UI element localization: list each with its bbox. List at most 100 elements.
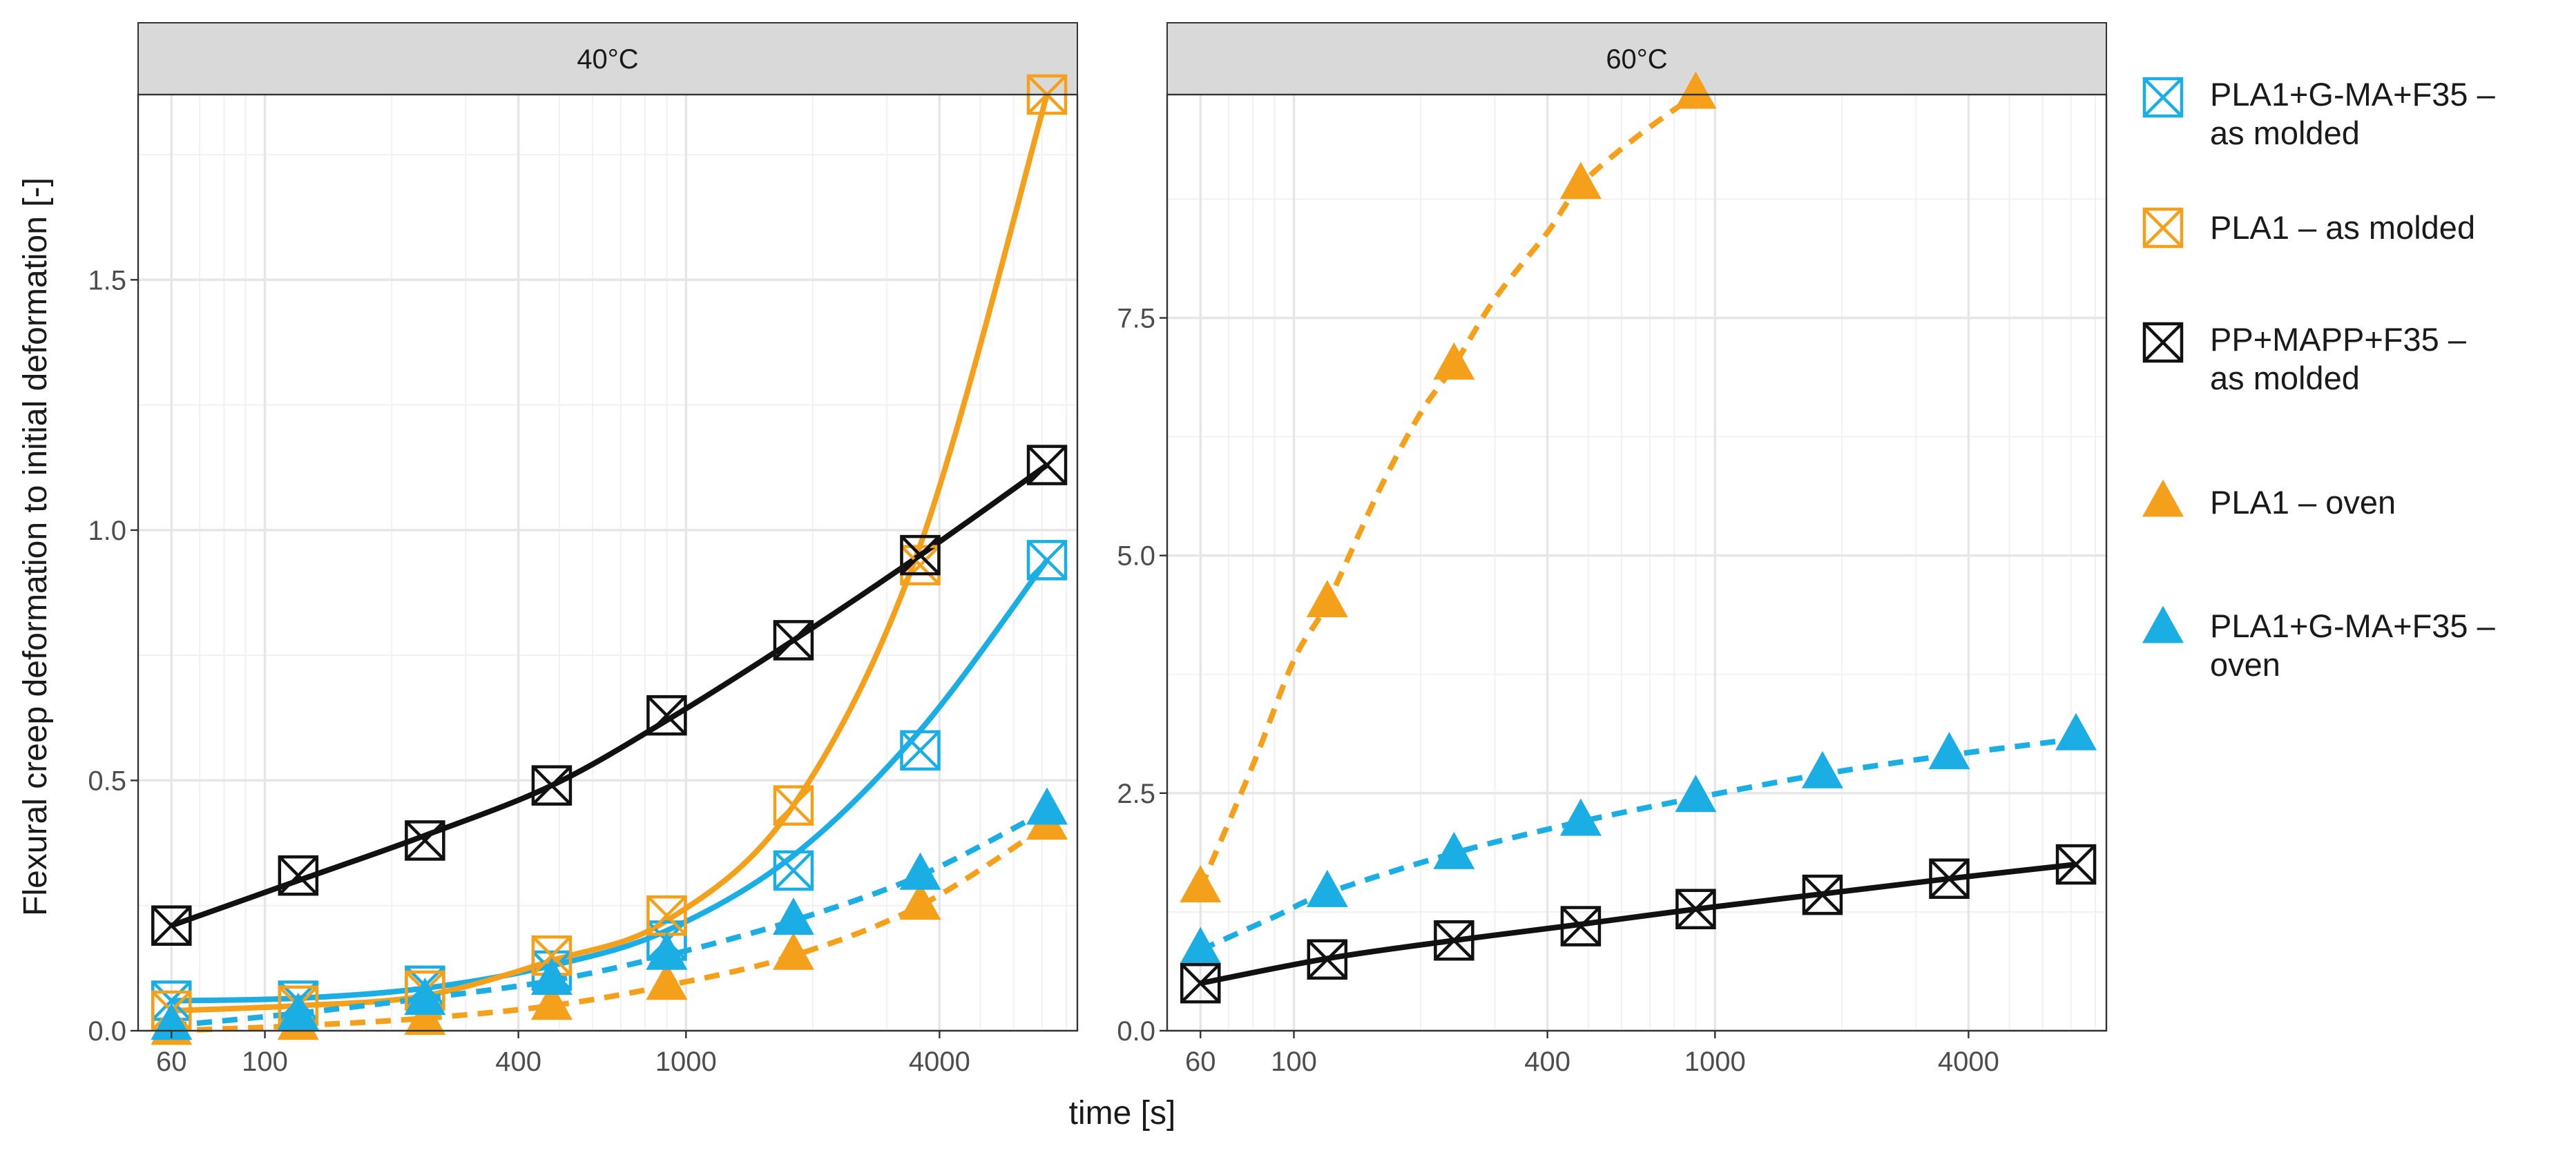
panel-60-c-point-pla1-g-ma-f35-oven-60 xyxy=(1180,926,1222,964)
legend-label-3-line-1: PP+MAPP+F35 – xyxy=(2210,321,2467,358)
panel-40-c-point-pla1-oven-900 xyxy=(646,962,688,1000)
panel-40-c-point-pp-mapp-f35-as-molded-1800-diag-b xyxy=(773,620,814,660)
panel-60-c-point-pla1-oven-120 xyxy=(1306,580,1348,618)
panel-40-c-point-pp-mapp-f35-as-molded-120-box xyxy=(278,855,319,896)
panel-60-c-strip-title: 60°C xyxy=(1606,44,1667,75)
legend-key-4 xyxy=(2142,479,2184,517)
panel-40-c-point-pp-mapp-f35-as-molded-900 xyxy=(646,695,687,736)
panel-60-c-point-pp-mapp-f35-as-molded-120 xyxy=(1307,939,1348,980)
panel-40-c-point-pp-mapp-f35-as-molded-1800-box xyxy=(773,620,814,661)
panel-60-c-point-pp-mapp-f35-as-molded-3600-box xyxy=(1929,858,1970,899)
panel-40-c-point-pp-mapp-f35-as-molded-3600-diag-b xyxy=(900,535,941,575)
panel-60-c-point-pla1-oven-240 xyxy=(1433,342,1475,380)
panel-40-c-point-pla1-as-molded-1800-diag-b xyxy=(773,786,814,826)
legend-key-1 xyxy=(2142,77,2184,118)
legend-key-1-box xyxy=(2142,77,2184,118)
panel-60-c-point-pp-mapp-f35-as-molded-3600-diag-b xyxy=(1929,859,1970,899)
panel-60-c-point-pp-mapp-f35-as-molded-3600 xyxy=(1929,858,1970,899)
panel-40-c-point-pla1-as-molded-1800 xyxy=(773,785,814,826)
panel-40-c-point-pp-mapp-f35-as-molded-120-diag-b xyxy=(278,855,318,895)
panel-60-c: 60°C 60 100 400 1000 4000 0.0 2.5 5.0 7.5 xyxy=(1117,22,2108,1077)
panel-60-c-line-pla1-g-ma-f35-oven xyxy=(1199,736,2077,953)
panel-60-c-series-markers xyxy=(1180,71,2097,1004)
panel-60-c-point-pp-mapp-f35-as-molded-900 xyxy=(1675,889,1716,930)
panel-40-c-point-pla1-as-molded-480-diag-b xyxy=(532,935,572,976)
panel-40-c-y-tick-label-1-5: 1.5 xyxy=(88,265,126,295)
panel-40-c-point-pp-mapp-f35-as-molded-900-box xyxy=(646,695,687,736)
legend-label-4-line-1: PLA1 – oven xyxy=(2210,484,2396,521)
panel-60-c-point-pla1-oven-60 xyxy=(1180,865,1222,903)
legend-label-3-line-2: as molded xyxy=(2210,360,2360,396)
panel-40-c-point-pla1-oven-480 xyxy=(530,982,573,1020)
legend-key-3-diag-b xyxy=(2143,322,2183,362)
panel-60-c-point-pp-mapp-f35-as-molded-480 xyxy=(1560,906,1602,947)
panel-60-c-point-pp-mapp-f35-as-molded-60 xyxy=(1180,962,1221,1004)
panel-40-c-x-tick-label-100: 100 xyxy=(242,1047,288,1077)
panel-60-c-border xyxy=(1166,93,2108,1032)
panel-60-c-point-pp-mapp-f35-as-molded-60-diag-b xyxy=(1180,963,1220,1003)
panel-40-c-point-pla1-g-ma-f35-oven-900 xyxy=(646,932,688,970)
panel-40-c-x-tick-label-1000: 1000 xyxy=(655,1047,717,1077)
legend-key-3 xyxy=(2142,322,2184,363)
panel-40-c-point-pla1-g-ma-f35-oven-3600 xyxy=(899,852,941,890)
legend-key-2-diag-b xyxy=(2143,208,2183,248)
panel-60-c-x-tick-label-100: 100 xyxy=(1271,1047,1317,1077)
panel-60-c-point-pp-mapp-f35-as-molded-240-box xyxy=(1434,920,1474,961)
panel-40-c-point-pp-mapp-f35-as-molded-480-box xyxy=(531,765,573,806)
panel-60-c-point-pp-mapp-f35-as-molded-240 xyxy=(1434,920,1474,961)
panel-40-c-point-pp-mapp-f35-as-molded-240 xyxy=(405,820,445,861)
panel-40-c-point-pp-mapp-f35-as-molded-7200 xyxy=(1026,445,1068,485)
legend-key-1-diag-b xyxy=(2143,77,2183,117)
panel-40-c-point-pp-mapp-f35-as-molded-900-diag-b xyxy=(646,695,686,735)
panel-40-c-point-pla1-g-ma-f35-oven-7200 xyxy=(1026,787,1068,825)
panel-40-c-point-pla1-as-molded-3600-diag-b xyxy=(900,545,941,585)
panel-40-c-point-pp-mapp-f35-as-molded-7200-diag-b xyxy=(1027,445,1067,485)
panel-40-c-point-pp-mapp-f35-as-molded-7200-box xyxy=(1026,445,1068,485)
panel-40-c-point-pp-mapp-f35-as-molded-120 xyxy=(278,855,319,896)
panel-40-c-point-pla1-oven-1800 xyxy=(772,932,814,970)
panel-40-c-strip-title: 40°C xyxy=(577,44,638,75)
panel-40-c-point-pp-mapp-f35-as-molded-60-diag-b xyxy=(151,906,191,946)
panel-60-c-point-pp-mapp-f35-as-molded-7200-box xyxy=(2055,844,2097,885)
panel-60-c-point-pla1-oven-900 xyxy=(1675,71,1717,109)
panel-40-c-point-pp-mapp-f35-as-molded-480 xyxy=(531,765,573,806)
panel-60-c-y-tick-label-5: 5.0 xyxy=(1117,541,1155,572)
panel-40-c-point-pla1-g-ma-f35-as-molded-3600-diag-b xyxy=(900,730,941,770)
panel-60-c-point-pp-mapp-f35-as-molded-480-box xyxy=(1560,906,1602,947)
panel-60-c-point-pla1-g-ma-f35-oven-120 xyxy=(1306,869,1348,907)
panel-40-c-border xyxy=(137,93,1079,1032)
panel-60-c-point-pp-mapp-f35-as-molded-900-diag-b xyxy=(1675,889,1715,929)
panel-40-c: 40°C 60 100 400 1000 4000 0.0 0.5 1.0 1.5 xyxy=(88,22,1079,1077)
panel-40-c-x-tick-label-60: 60 xyxy=(156,1047,187,1077)
panel-60-c-y-tick-label-7-5: 7.5 xyxy=(1117,304,1155,334)
panel-40-c-point-pp-mapp-f35-as-molded-1800 xyxy=(773,620,814,661)
panel-60-c-point-pla1-g-ma-f35-oven-480 xyxy=(1559,798,1602,836)
legend-label-5-line-1: PLA1+G-MA+F35 – xyxy=(2210,608,2496,644)
legend-key-2-box xyxy=(2142,207,2184,249)
panel-40-c-x-tick-label-400: 400 xyxy=(495,1047,541,1077)
panel-40-c-point-pp-mapp-f35-as-molded-480-diag-b xyxy=(532,766,572,806)
panel-60-c-point-pp-mapp-f35-as-molded-120-diag-b xyxy=(1307,940,1347,980)
legend-label-1-line-2: as molded xyxy=(2210,115,2360,151)
panel-60-c-point-pla1-g-ma-f35-oven-3600 xyxy=(1928,732,1970,770)
panel-40-c-point-pla1-g-ma-f35-as-molded-7200-diag-b xyxy=(1027,540,1067,580)
panel-60-c-point-pp-mapp-f35-as-molded-1800-box xyxy=(1802,874,1843,915)
panel-40-c-point-pla1-g-ma-f35-oven-1800 xyxy=(772,897,814,935)
panel-40-c-point-pla1-oven-240 xyxy=(404,998,446,1036)
panel-40-c-point-pla1-oven-3600 xyxy=(899,882,941,920)
panel-40-c-point-pp-mapp-f35-as-molded-3600-box xyxy=(900,534,941,576)
legend-label-2-line-1: PLA1 – as molded xyxy=(2210,209,2475,246)
panel-40-c-point-pla1-g-ma-f35-as-molded-3600 xyxy=(900,730,941,771)
panel-40-c-point-pla1-g-ma-f35-oven-120 xyxy=(277,992,319,1030)
panel-60-c-point-pp-mapp-f35-as-molded-1800 xyxy=(1802,874,1843,915)
panel-60-c-point-pp-mapp-f35-as-molded-60-box xyxy=(1180,962,1221,1004)
legend-key-3-box xyxy=(2142,322,2184,363)
x-axis-title: time [s] xyxy=(1069,1095,1176,1132)
panel-60-c-point-pla1-g-ma-f35-oven-240 xyxy=(1433,831,1475,869)
panel-60-c-point-pp-mapp-f35-as-molded-7200 xyxy=(2055,844,2097,885)
y-axis-title: Flexural creep deformation to initial de… xyxy=(17,177,54,916)
panel-40-c-line-pla1-g-ma-f35-oven xyxy=(171,808,1048,1029)
panel-60-c-line-pp-mapp-f35-as-molded xyxy=(1200,862,2077,987)
panel-60-c-point-pla1-oven-480 xyxy=(1559,162,1602,200)
